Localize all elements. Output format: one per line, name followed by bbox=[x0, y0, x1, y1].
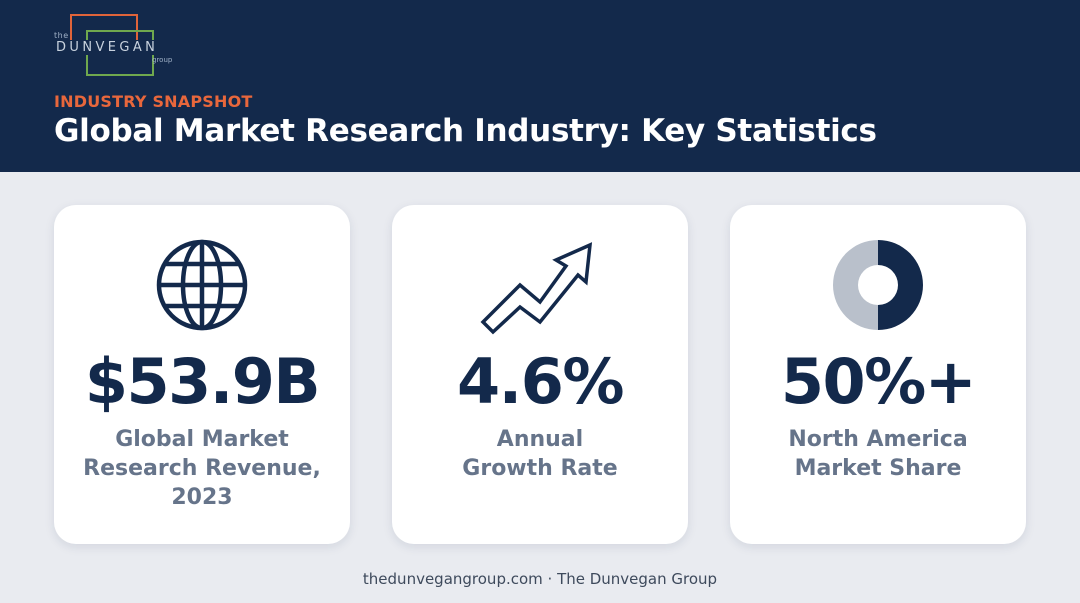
stat-value: $53.9B bbox=[84, 345, 321, 418]
trend-up-arrow-icon bbox=[480, 235, 600, 335]
page-title: Global Market Research Industry: Key Sta… bbox=[54, 113, 877, 149]
footer-credit: thedunvegangroup.com · The Dunvegan Grou… bbox=[362, 570, 718, 588]
stat-label-line: Growth Rate bbox=[462, 456, 618, 481]
stat-label-line: Research Revenue, bbox=[83, 456, 321, 481]
eyebrow-label: INDUSTRY SNAPSHOT bbox=[54, 92, 253, 111]
stat-card-growth: 4.6% Annual Growth Rate bbox=[392, 205, 688, 544]
donut-light-segment bbox=[833, 240, 878, 330]
stat-label: Annual Growth Rate bbox=[412, 425, 668, 483]
stat-label: Global Market Research Revenue, 2023 bbox=[74, 425, 330, 512]
stat-label-line: Global Market bbox=[115, 427, 289, 452]
donut-chart-icon bbox=[828, 235, 928, 335]
stat-label-line: North America bbox=[788, 427, 968, 452]
logo-group-text: group bbox=[152, 56, 173, 64]
stat-card-market-share: 50%+ North America Market Share bbox=[730, 205, 1026, 544]
header-banner: the DUNVEGAN group INDUSTRY SNAPSHOT Glo… bbox=[0, 0, 1080, 172]
globe-icon bbox=[152, 235, 252, 335]
stat-label-line: Market Share bbox=[794, 456, 962, 481]
stat-card-revenue: $53.9B Global Market Research Revenue, 2… bbox=[54, 205, 350, 544]
stat-label-line: Annual bbox=[496, 427, 584, 452]
logo-the-text: the bbox=[54, 31, 69, 40]
donut-dark-segment bbox=[878, 240, 923, 330]
logo-name-text: DUNVEGAN bbox=[54, 40, 161, 55]
dunvegan-logo: the DUNVEGAN group bbox=[52, 14, 187, 76]
stat-value: 4.6% bbox=[457, 345, 624, 418]
stat-label-line: 2023 bbox=[171, 485, 233, 510]
stat-label: North America Market Share bbox=[750, 425, 1006, 483]
stat-value: 50%+ bbox=[780, 345, 977, 418]
